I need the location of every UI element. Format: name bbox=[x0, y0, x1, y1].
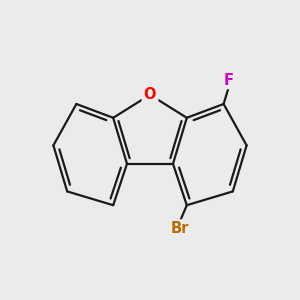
Text: Br: Br bbox=[171, 221, 189, 236]
Text: O: O bbox=[144, 87, 156, 102]
Text: F: F bbox=[224, 73, 234, 88]
